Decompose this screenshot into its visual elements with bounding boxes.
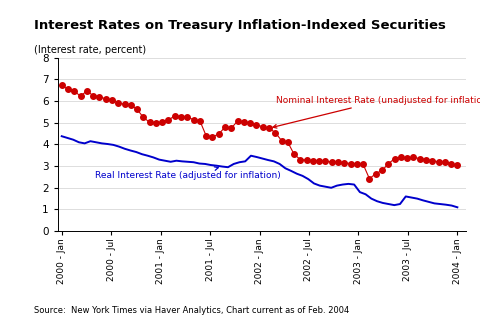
Text: Nominal Interest Rate (unadjusted for inflation): Nominal Interest Rate (unadjusted for in… xyxy=(273,96,480,128)
Text: (Interest rate, percent): (Interest rate, percent) xyxy=(34,45,146,55)
Text: Interest Rates on Treasury Inflation-Indexed Securities: Interest Rates on Treasury Inflation-Ind… xyxy=(34,19,445,32)
Text: Source:  New York Times via Haver Analytics, Chart current as of Feb. 2004: Source: New York Times via Haver Analyti… xyxy=(34,306,349,315)
Text: Real Interest Rate (adjusted for inflation): Real Interest Rate (adjusted for inflati… xyxy=(95,167,280,180)
